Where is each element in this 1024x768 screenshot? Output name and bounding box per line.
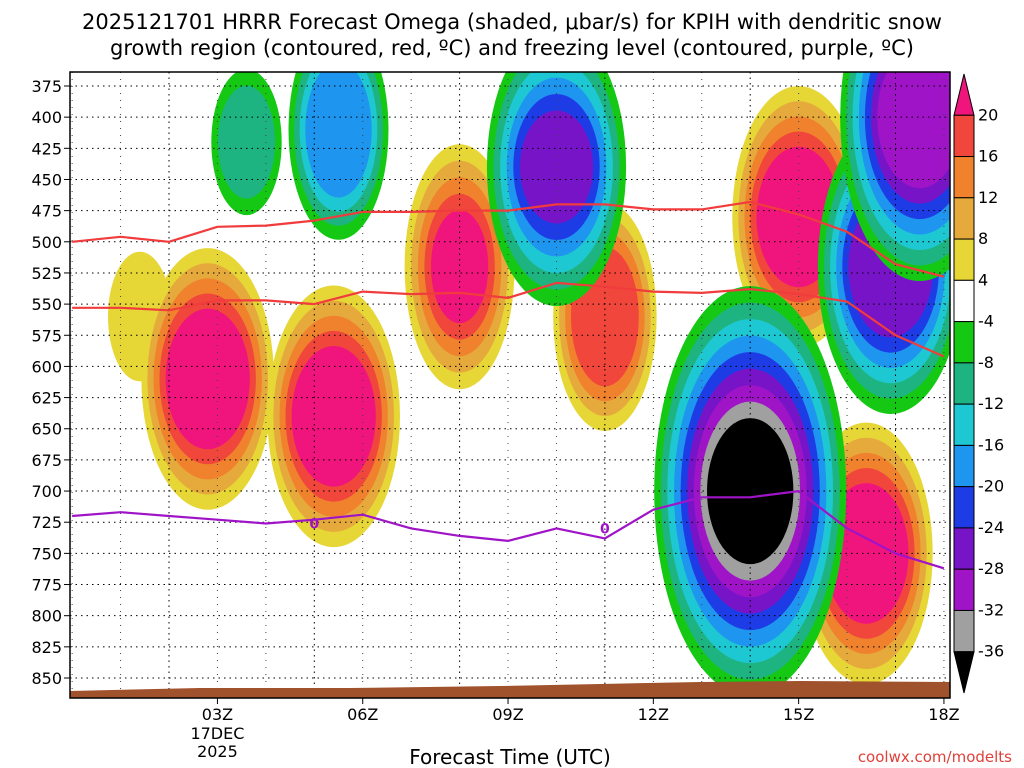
y-tick-label: 475 [31, 202, 62, 221]
omega-band [830, 498, 903, 609]
y-axis: 375 400 425 450 475 500 525 550 575 600 625 650 675 7… [31, 77, 70, 688]
y-tick-label: 725 [31, 513, 62, 532]
y-tick-label: 625 [31, 389, 62, 408]
contour-line-0 [71, 200, 945, 278]
colorbar-tick-label: 8 [978, 229, 988, 248]
y-tick-label: 575 [31, 326, 62, 345]
colorbar-tick-label: 4 [978, 270, 988, 289]
colorbar-segment [953, 321, 975, 364]
omega-band [310, 75, 367, 184]
colorbar-tick-label: 16 [978, 147, 998, 166]
colorbar-segment [953, 444, 975, 488]
x-tick-label: 12Z [638, 705, 669, 724]
colorbar: 20 16 12 8 4 -4 -8 -12 -16 -20 -24 -28 -32 -36 [953, 73, 1004, 694]
colorbar-tick-label: -32 [978, 600, 1004, 619]
colorbar-segment [953, 651, 975, 694]
y-tick-label: 825 [31, 638, 62, 657]
freezing-level-label: 0 [600, 521, 610, 537]
colorbar-tick-label: -4 [978, 312, 994, 331]
colorbar-segment [953, 527, 975, 570]
chart-title-line-2: growth region (contoured, red, ºC) and f… [110, 36, 914, 60]
omega-band [762, 161, 835, 272]
colorbar-tick-label: -12 [978, 394, 1004, 413]
y-tick-label: 800 [31, 607, 62, 626]
plot-frame [69, 71, 951, 699]
omega-band [217, 85, 276, 199]
x-tick-date: 17DEC [190, 724, 244, 743]
y-tick-label: 700 [31, 482, 62, 501]
y-tick-label: 600 [31, 357, 62, 376]
colorbar-segment [953, 403, 975, 446]
omega-band [297, 361, 370, 472]
x-axis-label: Forecast Time (UTC) [409, 745, 611, 768]
omega-cell-2 [267, 285, 401, 548]
colorbar-segment [953, 568, 975, 611]
colorbar-segment [953, 486, 975, 529]
colorbar-segment [953, 156, 975, 199]
omega-cell-3 [404, 144, 515, 390]
y-tick-label: 375 [31, 77, 62, 96]
colorbar-tick-label: 12 [978, 188, 998, 207]
x-tick-label: 06Z [347, 705, 378, 724]
y-tick-label: 425 [31, 139, 62, 158]
colorbar-tick-label: -8 [978, 353, 994, 372]
colorbar-tick-label: -20 [978, 477, 1004, 496]
y-tick-label: 525 [31, 264, 62, 283]
contour-line-1 [72, 281, 945, 358]
x-tick-label: 18Z [928, 705, 959, 724]
colorbar-tick-label: 20 [978, 105, 998, 124]
x-tick-year: 2025 [197, 742, 238, 761]
colorbar-tick-label: -28 [978, 559, 1004, 578]
colorbar-segment [953, 197, 975, 240]
omega-cell-7 [211, 72, 282, 216]
colorbar-tick-label: -16 [978, 435, 1004, 454]
y-tick-label: 500 [31, 233, 62, 252]
y-tick-label: 650 [31, 420, 62, 439]
colorbar-segment [953, 73, 975, 116]
omega-cell-12 [840, 72, 950, 281]
colorbar-segment [953, 609, 975, 653]
terrain-ground [70, 681, 950, 698]
contour-line-2 [72, 490, 945, 570]
omega-cell-1 [141, 248, 274, 510]
y-tick-label: 400 [31, 108, 62, 127]
y-tick-label: 850 [31, 669, 62, 688]
y-tick-label: 675 [31, 451, 62, 470]
omega-band [519, 110, 594, 224]
source-credit: coolwx.com/modelts [858, 748, 1012, 766]
grid-layer [70, 72, 950, 698]
omega-cell-8 [288, 72, 389, 240]
y-tick-label: 750 [31, 544, 62, 563]
y-tick-label: 775 [31, 576, 62, 595]
x-tick-label: 03Z [202, 705, 233, 724]
colorbar-tick-label: -36 [978, 642, 1004, 661]
x-tick-label: 15Z [783, 705, 814, 724]
colorbar-segment [953, 114, 975, 158]
y-tick-label: 450 [31, 170, 62, 189]
y-tick-label: 550 [31, 295, 62, 314]
chart-title-line-1: 2025121701 HRRR Forecast Omega (shaded, … [82, 10, 942, 34]
colorbar-segment [953, 238, 975, 281]
colorbar-segment [953, 362, 975, 405]
freezing-level-label: 0 [309, 516, 319, 532]
omega-band [883, 72, 950, 173]
x-tick-label: 09Z [492, 705, 523, 724]
colorbar-segment [953, 279, 975, 323]
omega-band [171, 323, 244, 434]
colorbar-tick-label: -24 [978, 518, 1004, 537]
